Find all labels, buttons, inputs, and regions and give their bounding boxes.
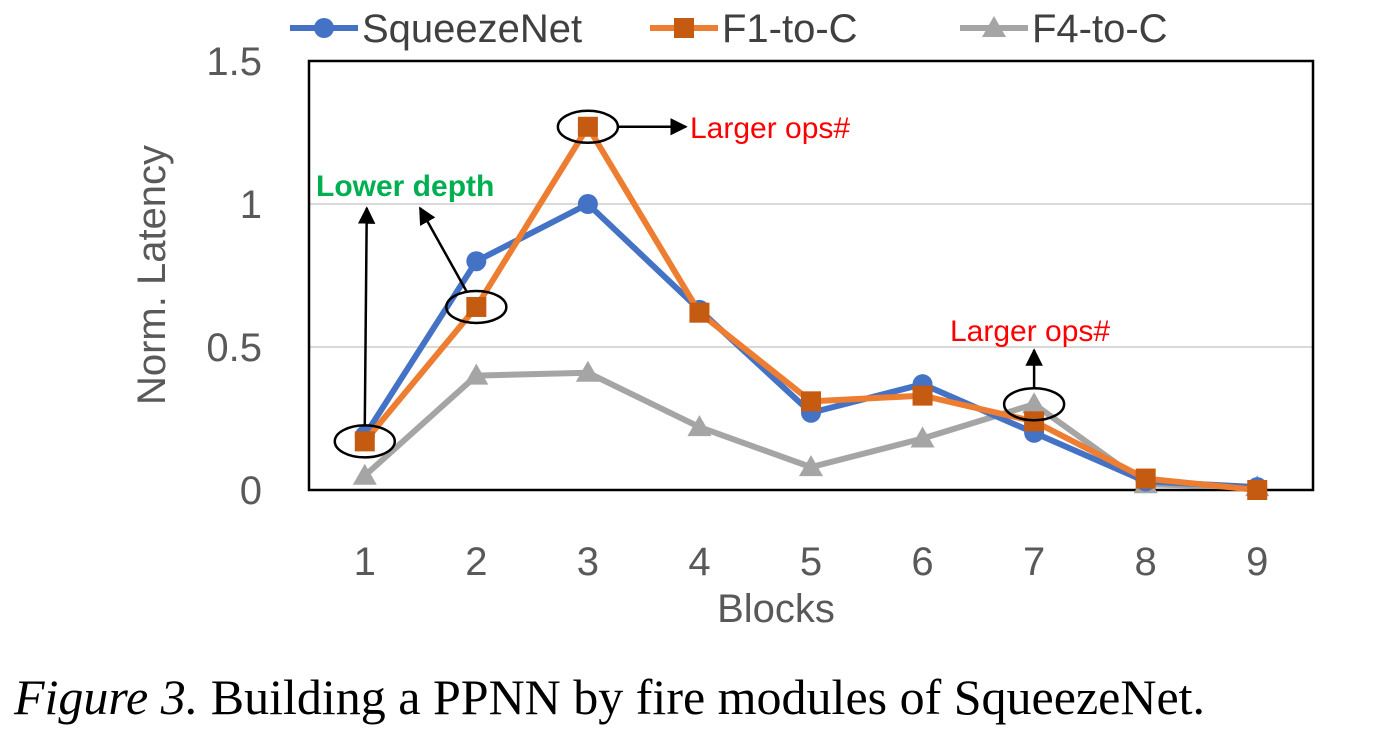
x-tick-label: 6 [911,540,933,584]
y-tick-label: 0.5 [206,326,262,370]
data-point [577,194,598,214]
data-point [466,251,487,272]
annotations: Lower depth Larger ops# Larger ops# [316,109,1110,459]
y-axis-ticks: 0 0.5 1 1.5 [206,40,262,513]
legend-item-f1-to-c: F1-to-C [650,7,858,51]
x-tick-label: 7 [1023,540,1045,584]
legend-label: F1-to-C [722,7,858,51]
data-point [912,385,933,406]
plot-area-border [307,59,1315,492]
legend-marker [982,16,1006,37]
annotation-larger-ops-block3: Larger ops# [690,112,850,145]
annotation-lower-depth: Lower depth [316,170,494,203]
x-tick-label: 3 [577,540,599,584]
series-f1-to-c [354,116,1268,500]
data-point [799,455,823,477]
x-tick-label: 4 [688,540,710,584]
figure-caption: Figure 3. Building a PPNN by fire module… [14,670,1374,725]
legend-label: F4-to-C [1032,7,1168,51]
data-point [575,360,600,382]
y-tick-label: 0 [240,469,262,513]
caption-label: Figure 3. [14,669,199,725]
caption-text: Building a PPNN by fire modules of Squee… [198,669,1206,725]
x-tick-label: 9 [1246,540,1268,584]
y-axis-title: Norm. Latency [130,145,174,405]
data-point [1135,468,1156,489]
y-tick-label: 1.5 [206,40,262,84]
x-tick-label: 2 [465,540,487,584]
annotation-larger-ops-block7: Larger ops# [950,315,1110,348]
y-tick-label: 1 [240,183,262,227]
data-point [354,431,375,452]
legend-item-squeezenet: SqueezeNet [290,7,582,51]
legend: SqueezeNet F1-to-C F4-to-C [290,7,1168,51]
legend-marker [314,18,334,38]
series-group [352,116,1270,500]
data-point [1247,480,1268,500]
data-point [466,296,487,317]
series-squeezenet [354,194,1268,498]
data-point [577,116,598,137]
legend-item-f4-to-c: F4-to-C [960,7,1168,51]
data-point [464,363,489,385]
legend-label: SqueezeNet [362,7,582,51]
x-tick-label: 5 [800,540,822,584]
data-point [910,426,935,448]
annotation-arrow [418,206,468,292]
series-line [362,123,1258,493]
highlight-ellipse [445,289,508,325]
data-point [689,302,710,323]
x-tick-label: 8 [1135,540,1157,584]
x-tick-label: 1 [354,540,376,584]
data-point [687,415,712,437]
grid-lines [309,203,1313,348]
x-axis-title: Blocks [717,587,835,631]
series-line [362,201,1258,491]
data-point [352,463,377,485]
annotation-arrow [357,206,376,426]
data-point [1022,392,1047,414]
data-point [801,391,821,412]
legend-marker [674,18,694,38]
x-axis-ticks: 1 2 3 4 5 6 7 8 9 [354,540,1269,584]
